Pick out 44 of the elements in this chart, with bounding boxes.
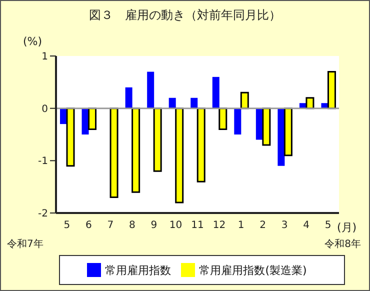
bar [66, 108, 75, 167]
y-tick-label: 1 [42, 52, 48, 63]
bar [190, 98, 198, 108]
x-tick-label: 7 [107, 220, 114, 232]
bar [327, 70, 336, 110]
legend-label: 常用雇用指数(製造業) [199, 264, 307, 276]
bar [212, 76, 220, 108]
legend-label: 常用雇用指数 [105, 264, 172, 276]
y-tick-label: 0 [42, 104, 48, 115]
bar [147, 72, 154, 108]
bar [262, 108, 271, 146]
bar [168, 98, 176, 108]
y-axis-title: (%) [23, 35, 42, 48]
bar [306, 97, 314, 110]
bar [88, 108, 97, 130]
bar [132, 108, 140, 193]
x-tick-label: 1 [238, 220, 244, 232]
bar [196, 108, 206, 182]
x-tick-label: 6 [85, 220, 92, 232]
text: 令和8年 [324, 238, 361, 251]
x-tick-label: 4 [303, 220, 310, 232]
x-tick-label: 8 [129, 220, 136, 232]
x-tick-label: 5 [64, 220, 70, 232]
x-tick-label: 5 [324, 220, 332, 232]
bar [218, 108, 228, 130]
x-tick-label: 2 [260, 220, 266, 232]
chart-title: 図３ 雇用の動き（対前年同月比） [88, 7, 282, 24]
y-tick-label: -2 [38, 208, 48, 220]
x-axis-title: (月) [337, 220, 357, 235]
bar [175, 108, 184, 204]
bar [153, 108, 162, 172]
text: 令和7年 [7, 238, 44, 251]
y-tick-label: -1 [38, 156, 48, 168]
bar [240, 92, 249, 110]
x-tick-label: 3 [281, 220, 288, 232]
bar [110, 108, 118, 198]
x-tick-label: 9 [150, 220, 158, 232]
x-tick-label: 12 [212, 220, 226, 232]
bar [284, 108, 292, 156]
bar [125, 87, 132, 108]
bar [278, 108, 285, 166]
x-tick-label: 11 [191, 220, 204, 232]
x-tick-label: 10 [169, 220, 182, 232]
bar [234, 108, 242, 134]
